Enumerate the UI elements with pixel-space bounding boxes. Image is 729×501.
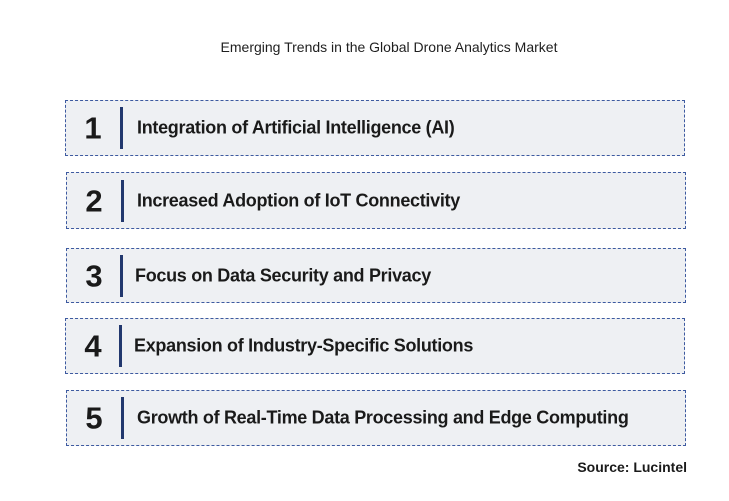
- trend-item-5: 5 Growth of Real-Time Data Processing an…: [66, 390, 686, 446]
- trend-number: 4: [84, 328, 102, 364]
- trend-label: Growth of Real-Time Data Processing and …: [137, 407, 629, 428]
- trend-number: 5: [85, 400, 103, 436]
- trend-number: 2: [85, 183, 103, 218]
- trend-label: Focus on Data Security and Privacy: [135, 265, 431, 285]
- trend-divider: [119, 325, 122, 367]
- trend-label: Expansion of Industry-Specific Solutions: [134, 335, 474, 356]
- trend-item-4: 4 Expansion of Industry-Specific Solutio…: [65, 318, 685, 374]
- trend-divider: [121, 397, 124, 439]
- trend-item-1: 1 Integration of Artificial Intelligence…: [65, 100, 685, 156]
- trend-divider: [120, 107, 123, 149]
- trend-label: Increased Adoption of IoT Connectivity: [137, 190, 460, 210]
- trend-divider: [121, 179, 124, 222]
- trend-number: 1: [84, 110, 102, 146]
- trend-number: 3: [85, 258, 103, 293]
- trend-label: Integration of Artificial Intelligence (…: [137, 117, 455, 138]
- source-note: Source: Lucintel: [577, 459, 687, 475]
- trend-item-2: 2 Increased Adoption of IoT Connectivity: [66, 172, 686, 229]
- trend-divider: [120, 254, 123, 297]
- trend-item-3: 3 Focus on Data Security and Privacy: [66, 248, 686, 303]
- diagram-title: Emerging Trends in the Global Drone Anal…: [220, 39, 558, 55]
